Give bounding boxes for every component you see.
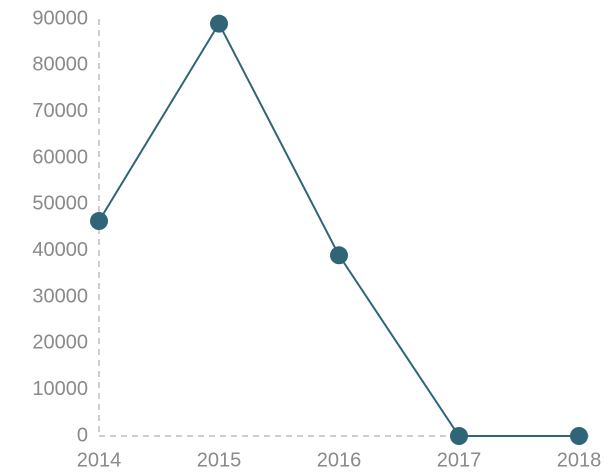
x-tick-label: 2018 bbox=[557, 449, 602, 471]
y-tick-label: 30000 bbox=[32, 285, 88, 307]
x-tick-label: 2017 bbox=[437, 449, 482, 471]
x-tick-label: 2016 bbox=[317, 449, 362, 471]
point bbox=[90, 212, 108, 231]
y-tick-label: 60000 bbox=[32, 146, 88, 168]
y-tick-label: 70000 bbox=[32, 100, 88, 122]
x-tick-label: 2015 bbox=[197, 449, 242, 471]
y-tick-label: 40000 bbox=[32, 239, 88, 261]
point bbox=[210, 14, 228, 33]
y-tick-label: 10000 bbox=[32, 378, 88, 400]
y-tick-label: 20000 bbox=[32, 332, 88, 354]
y-tick-label: 80000 bbox=[32, 54, 88, 76]
line bbox=[98, 21, 579, 437]
point bbox=[450, 427, 468, 445]
point bbox=[570, 427, 588, 445]
x-tick-label: 2014 bbox=[77, 449, 122, 471]
y-tick-label: 0 bbox=[77, 424, 88, 446]
y-tick-label: 90000 bbox=[32, 7, 88, 29]
point bbox=[330, 246, 348, 265]
y-tick-label: 50000 bbox=[32, 193, 88, 215]
